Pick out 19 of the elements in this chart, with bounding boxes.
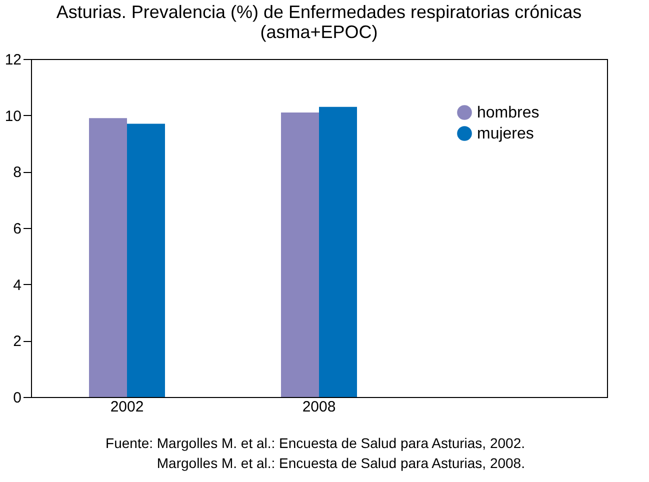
text: (asma+EPOC) [260, 22, 378, 42]
source-note: Fuente: Margolles M. et al.: Encuesta de Salud para Asturias, 2002. [106, 435, 525, 451]
bar [319, 106, 357, 397]
y-tick-label: 0 [13, 390, 22, 406]
y-tick-label: 10 [4, 108, 22, 125]
bar [127, 124, 165, 397]
y-tick-label: 8 [13, 164, 22, 182]
x-tick-label: 2002 [110, 398, 144, 416]
legend-label: mujeres [477, 126, 534, 142]
y-tick-label: 4 [13, 276, 22, 294]
bar [89, 118, 127, 397]
x-tick-label: 2008 [302, 398, 336, 416]
legend-label: hombres [477, 104, 540, 122]
text: Asturias. Prevalencia (%) de Enfermedades respiratorias crónicas [56, 2, 582, 22]
bar [281, 112, 319, 397]
y-tick-label: 12 [4, 52, 22, 68]
y-tick-label: 6 [13, 220, 22, 238]
y-tick-label: 2 [13, 333, 22, 350]
text: Margolles M. et al.: Encuesta de Salud para Asturias, 2008. [156, 455, 525, 471]
